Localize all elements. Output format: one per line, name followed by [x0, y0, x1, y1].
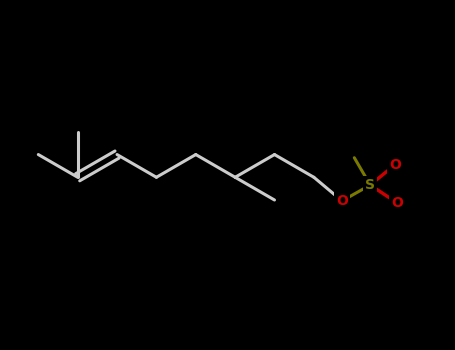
Text: O: O	[389, 158, 401, 172]
Text: O: O	[392, 196, 404, 210]
Text: O: O	[336, 194, 348, 208]
Text: S: S	[365, 178, 375, 192]
